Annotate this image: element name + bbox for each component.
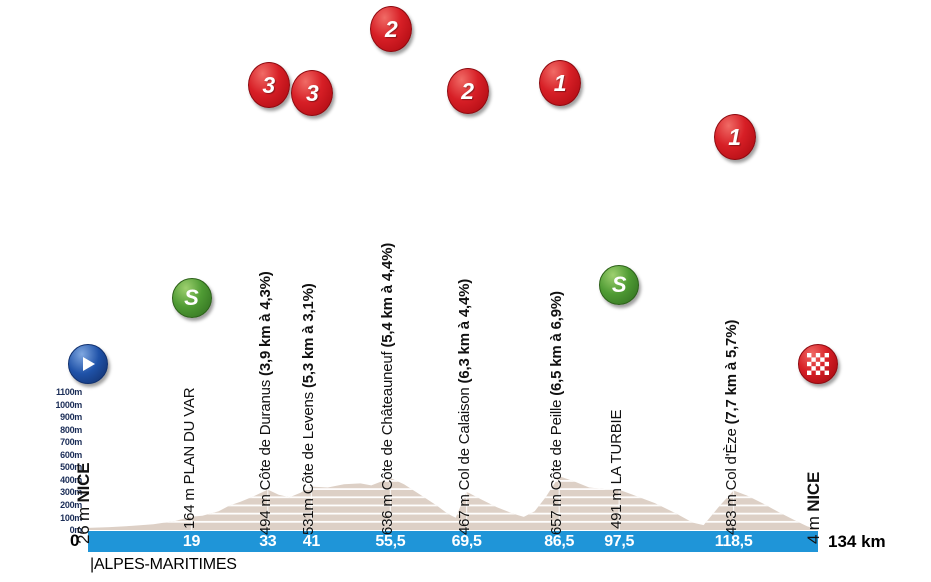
- poi-climb-spec: (6,5 km à 6,9%): [548, 291, 566, 396]
- poi-label-climb-cote-de-peille: 657 m Côte de Peille (6,5 km à 6,9%): [548, 291, 565, 535]
- distance-tick-label: 33: [259, 533, 277, 550]
- poi-name: Côte de Châteauneuf: [379, 347, 397, 491]
- poi-name: Côte de Peille: [548, 395, 566, 491]
- climb-category-icon: 1: [713, 114, 756, 160]
- climb-category-number: 3: [305, 79, 319, 106]
- distance-tick-label: 19: [182, 533, 201, 550]
- poi-label-start-nice: 26 m NICE: [74, 463, 94, 544]
- poi-marker-sprint-plan-du-var[interactable]: S: [171, 278, 212, 318]
- distance-tick-label: 97,5: [604, 533, 635, 550]
- poi-marker-finish-nice[interactable]: [798, 344, 838, 384]
- poi-altitude: 467 m: [455, 490, 473, 535]
- poi-marker-climb-cote-de-levens[interactable]: 3: [291, 70, 334, 116]
- climb-category-icon: 2: [446, 68, 489, 114]
- distance-axis-bar: 19 33 41 55,5 69,5 86,5 97,5 118,5: [88, 531, 818, 552]
- poi-label-climb-cote-de-levens: 531m Côte de Levens (5,3 km à 3,1%): [300, 283, 317, 535]
- poi-label-sprint-la-turbie: 491 m LA TURBIE: [608, 410, 625, 529]
- poi-name: NICE: [74, 462, 93, 503]
- sprint-s-icon: S: [171, 278, 212, 318]
- poi-label-climb-col-de-calaison: 467 m Col de Calaison (6,3 km à 4,4%): [456, 279, 473, 535]
- poi-altitude: 483 m: [722, 490, 740, 535]
- distance-tick-label: 69,5: [451, 533, 482, 550]
- poi-altitude: 4 m: [804, 511, 823, 544]
- distance-tick-label: 86,5: [544, 533, 575, 550]
- y-axis-tick: 500m: [60, 462, 82, 473]
- poi-altitude: 26 m: [74, 502, 93, 544]
- y-axis-tick: 1100m: [55, 387, 82, 397]
- sprint-letter: S: [611, 272, 627, 297]
- distance-start-label: 0: [70, 531, 80, 550]
- poi-altitude: 531m: [300, 494, 318, 535]
- poi-name: PLAN DU VAR: [180, 387, 198, 485]
- checker-pattern: [807, 353, 829, 375]
- poi-name: Côte de Duranus: [256, 375, 274, 491]
- y-axis-tick: 1000m: [55, 399, 82, 410]
- checkered-flag-icon: [798, 344, 838, 384]
- poi-label-climb-col-deze: 483 m Col d'Èze (7,7 km à 5,7%): [723, 320, 740, 535]
- play-icon: [68, 344, 108, 384]
- y-axis-tick: 400m: [60, 474, 82, 485]
- y-axis-tick: 600m: [60, 449, 82, 460]
- sprint-letter: S: [184, 285, 199, 310]
- poi-name: Col de Calaison: [455, 383, 473, 491]
- poi-altitude: 494 m: [256, 490, 274, 535]
- terrain-area-svg: [88, 476, 818, 530]
- poi-altitude: 491 m: [608, 484, 626, 529]
- climb-category-number: 1: [728, 123, 741, 150]
- climb-category-icon: 2: [370, 6, 413, 52]
- poi-label-climb-cote-de-duranus: 494 m Côte de Duranus (3,9 km à 4,3%): [257, 271, 274, 535]
- poi-altitude: 636 m: [379, 490, 397, 535]
- y-axis-tick: 100m: [60, 512, 82, 523]
- poi-label-finish-nice: 4 m NICE: [804, 472, 824, 544]
- climb-category-number: 2: [461, 77, 474, 104]
- poi-marker-sprint-la-turbie[interactable]: S: [599, 265, 640, 305]
- poi-marker-climb-col-deze[interactable]: 1: [713, 114, 756, 160]
- poi-marker-climb-cote-de-peille[interactable]: 1: [539, 60, 582, 106]
- poi-name: LA TURBIE: [608, 409, 626, 485]
- poi-climb-spec: (5,3 km à 3,1%): [300, 283, 318, 389]
- poi-label-sprint-plan-du-var: 164 m PLAN DU VAR: [181, 388, 198, 529]
- climb-category-number: 3: [262, 71, 276, 98]
- poi-altitude: 657 m: [548, 490, 566, 535]
- poi-climb-spec: (3,9 km à 4,3%): [256, 271, 274, 376]
- poi-marker-climb-cote-de-chateauneuf[interactable]: 2: [370, 6, 413, 52]
- climb-category-icon: 3: [291, 70, 334, 116]
- climb-category-icon: 1: [539, 60, 582, 106]
- poi-marker-climb-cote-de-duranus[interactable]: 3: [247, 62, 290, 108]
- y-axis-tick: 900m: [60, 412, 82, 423]
- poi-name: Col d'Èze: [722, 424, 740, 491]
- distance-tick-label: 118,5: [714, 533, 753, 550]
- sprint-s-icon: S: [599, 265, 640, 305]
- poi-marker-start-nice[interactable]: [68, 344, 108, 384]
- region-label: |ALPES-MARITIMES: [90, 556, 237, 573]
- y-axis-tick: 800m: [60, 424, 82, 435]
- poi-climb-spec: (5,4 km à 4,4%): [379, 242, 397, 348]
- poi-name: NICE: [804, 471, 823, 512]
- climb-category-number: 1: [553, 69, 567, 96]
- poi-label-climb-cote-de-chateauneuf: 636 m Côte de Châteauneuf (5,4 km à 4,4%…: [379, 243, 396, 535]
- poi-marker-climb-col-de-calaison[interactable]: 2: [446, 68, 489, 114]
- y-axis-tick: 0m: [69, 525, 83, 535]
- play-triangle: [83, 357, 95, 371]
- y-axis: 1100m 1000m 900m 800m 700m 600m 500m 400m 300m 20…: [26, 388, 83, 535]
- y-axis-tick: 700m: [60, 437, 82, 448]
- climb-category-number: 2: [384, 15, 398, 42]
- distance-tick-label: 41: [302, 533, 321, 550]
- y-axis-tick: 300m: [60, 487, 82, 498]
- poi-climb-spec: (7,7 km à 5,7%): [722, 319, 740, 425]
- distance-tick-label: 55,5: [375, 533, 406, 550]
- elevation-plot-area: [88, 440, 818, 530]
- distance-total-label: 134 km: [828, 532, 886, 551]
- poi-name: Côte de Levens: [300, 388, 318, 495]
- climb-category-icon: 3: [247, 62, 290, 108]
- poi-climb-spec: (6,3 km à 4,4%): [455, 278, 473, 384]
- y-axis-tick: 200m: [60, 499, 82, 510]
- poi-altitude: 164 m: [180, 484, 198, 529]
